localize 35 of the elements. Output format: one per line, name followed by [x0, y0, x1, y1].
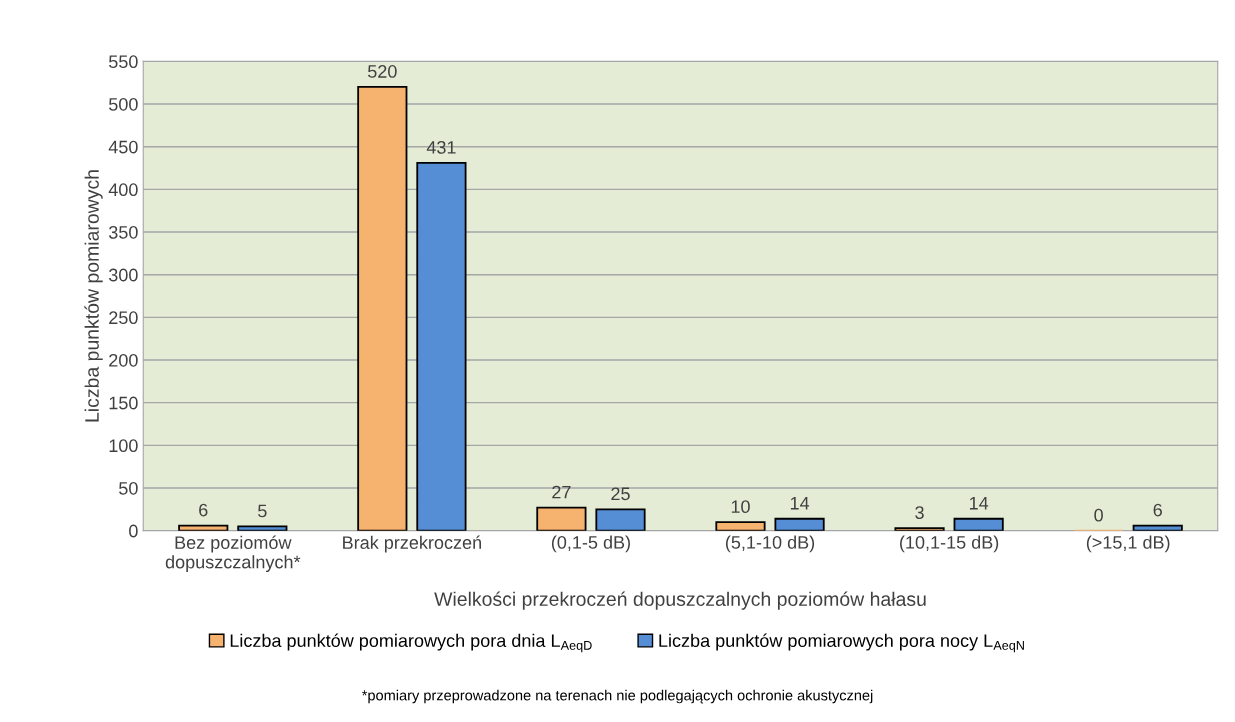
x-tick-label: Brak przekroczeń — [343, 535, 481, 553]
x-tick-label: (0,1-5 dB) — [551, 535, 630, 553]
y-tick-label: 100 — [109, 439, 138, 453]
y-tick-label: 300 — [108, 268, 138, 282]
data-label: 27 — [552, 485, 571, 499]
data-label: 520 — [367, 65, 397, 78]
y-tick-label: 200 — [109, 353, 138, 367]
data-label: 10 — [731, 500, 750, 514]
y-tick-label: 550 — [109, 55, 138, 69]
data-label: 6 — [199, 503, 208, 517]
y-tick-label: 250 — [109, 311, 138, 325]
text: *pomiary przeprowadzone na terenach nie podlegających ochronie akustycznej — [361, 689, 873, 704]
data-label: 3 — [915, 506, 924, 519]
x-tick-label: Bez poziomów dopuszczalnych* — [165, 535, 301, 573]
data-label: 5 — [258, 504, 267, 518]
y-tick-label: 0 — [129, 524, 138, 538]
x-axis-title: Wielkości przekroczeń dopuszczalnych poziomów hałasu — [434, 591, 926, 610]
data-label: 0 — [1094, 508, 1103, 522]
y-tick-label: 350 — [108, 225, 138, 239]
y-tick-label: 400 — [108, 183, 138, 197]
data-label: 14 — [790, 497, 810, 510]
y-tick-label: 50 — [119, 481, 138, 495]
legend-label: Liczba punktów pomiarowych pora nocy L$_{AeqN}$ — [659, 633, 1024, 653]
y-tick-label: 150 — [109, 396, 138, 410]
x-tick-label: (10,1-15 dB) — [900, 535, 999, 553]
legend-label: Liczba punktów pomiarowych pora dnia L$_{AeqD}$ — [230, 633, 592, 653]
x-tick-label: (>15,1 dB) — [1086, 535, 1170, 553]
x-tick-label: (5,1-10 dB) — [725, 535, 815, 553]
y-tick-label: 450 — [108, 140, 138, 154]
data-label: 6 — [1153, 503, 1162, 517]
y-axis-title: Liczba punktów pomiarowych — [84, 170, 103, 422]
y-tick-label: 500 — [109, 97, 138, 111]
data-label: 431 — [426, 141, 456, 154]
data-label: 25 — [611, 487, 630, 501]
data-label: 14 — [969, 497, 989, 510]
